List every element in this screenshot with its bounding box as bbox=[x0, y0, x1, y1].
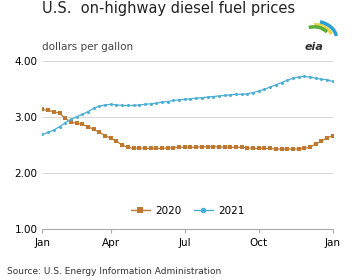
Text: dollars per gallon: dollars per gallon bbox=[42, 42, 133, 52]
Legend: 2020, 2021: 2020, 2021 bbox=[127, 202, 248, 220]
Text: eia: eia bbox=[305, 42, 324, 52]
Text: Source: U.S. Energy Information Administration: Source: U.S. Energy Information Administ… bbox=[7, 267, 221, 276]
Text: U.S.  on-highway diesel fuel prices: U.S. on-highway diesel fuel prices bbox=[42, 1, 296, 16]
